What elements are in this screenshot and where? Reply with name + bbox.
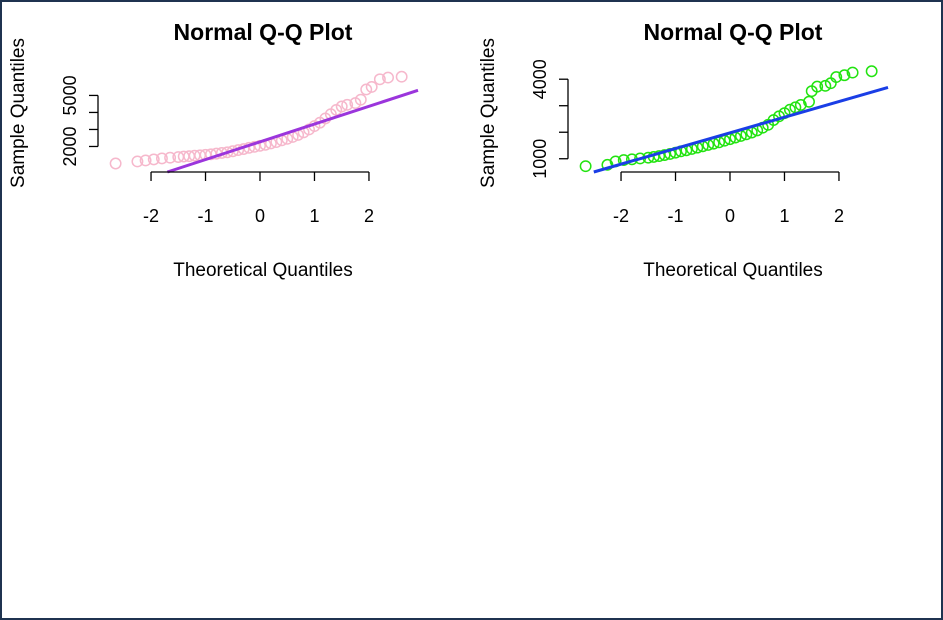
x-tick-label: -2 <box>143 206 159 226</box>
x-tick-label: -1 <box>198 206 214 226</box>
y-tick-label: 4000 <box>530 59 550 99</box>
data-point <box>131 155 144 168</box>
data-point <box>139 154 152 167</box>
data-point <box>335 100 348 113</box>
data-point <box>658 149 671 161</box>
data-point <box>579 160 592 173</box>
chart-title: Normal Q-Q Plot <box>644 19 823 45</box>
data-point <box>838 69 851 82</box>
reference-line <box>166 88 419 174</box>
data-point <box>794 98 807 111</box>
x-tick-label: 1 <box>309 206 319 226</box>
data-point <box>147 153 160 166</box>
data-point <box>803 95 815 108</box>
data-point <box>109 157 122 170</box>
x-tick-label: 2 <box>364 206 374 226</box>
chart-title: Normal Q-Q Plot <box>174 19 353 45</box>
data-point <box>617 154 630 167</box>
data-point <box>365 80 378 93</box>
x-tick-label: 0 <box>255 206 265 226</box>
x-axis-label: Theoretical Quantiles <box>173 260 353 281</box>
data-point <box>164 151 177 164</box>
data-point <box>341 98 354 111</box>
y-tick-label: 2000 <box>60 126 80 166</box>
data-point <box>819 79 832 92</box>
y-axis-label: Sample Quantiles <box>478 38 499 188</box>
data-point <box>354 93 367 106</box>
data-point <box>830 71 843 84</box>
x-tick-label: -1 <box>668 206 684 226</box>
x-tick-label: -2 <box>613 206 629 226</box>
qq-panel-1: Normal Q-Q Plot -2 -1 0 1 2 2000 5000 Theoretica… <box>8 19 419 281</box>
data-point <box>360 83 373 96</box>
data-point <box>846 66 859 79</box>
x-tick-label: 0 <box>725 206 735 226</box>
data-point <box>155 152 168 165</box>
reference-line <box>593 85 889 174</box>
x-tick-label: 1 <box>779 206 789 226</box>
plot-area <box>579 65 889 174</box>
qq-panel-2: Normal Q-Q Plot -2 -1 0 1 2 1000 4000 Theoretica… <box>478 19 889 281</box>
y-axis-label: Sample Quantiles <box>8 38 29 188</box>
y-tick-label: 5000 <box>60 75 80 115</box>
data-point <box>865 65 878 78</box>
x-axis-label: Theoretical Quantiles <box>643 260 823 281</box>
data-point <box>811 80 824 93</box>
data-point <box>382 71 394 84</box>
data-point <box>373 73 386 86</box>
y-tick-label: 1000 <box>530 139 550 179</box>
data-point <box>395 70 408 83</box>
x-tick-label: 2 <box>834 206 844 226</box>
plot-area <box>109 70 419 174</box>
